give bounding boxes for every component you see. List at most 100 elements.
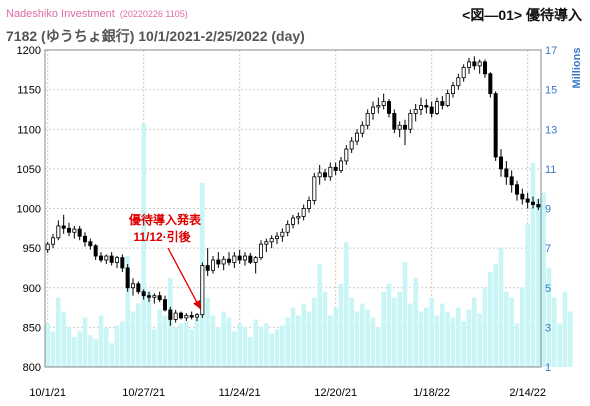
- candle: [429, 101, 434, 118]
- candle-body: [253, 257, 258, 263]
- volume-bar: [386, 283, 392, 367]
- price-tick-label: 900: [23, 283, 41, 295]
- candle-body: [536, 204, 541, 208]
- date-tick-label: 11/24/21: [219, 387, 261, 399]
- candle-body: [104, 255, 109, 261]
- candle: [269, 235, 274, 249]
- candle-body: [67, 227, 72, 233]
- candle-body: [413, 109, 418, 114]
- volume-bar: [424, 307, 429, 367]
- candle: [56, 220, 61, 241]
- candle-body: [418, 105, 423, 110]
- annotation-line-1: 優待導入発表: [128, 212, 202, 227]
- volume-bar: [264, 323, 269, 367]
- candle-body: [45, 243, 50, 251]
- candle: [83, 232, 88, 247]
- candle: [536, 198, 541, 211]
- candle: [328, 162, 333, 181]
- candle-body: [56, 225, 61, 239]
- volume-bar: [61, 311, 66, 367]
- volume-bar: [312, 297, 317, 367]
- volume-bar: [88, 335, 93, 367]
- volume-bar: [392, 297, 397, 367]
- volume-bar: [93, 339, 98, 367]
- volume-tick-label: 9: [545, 204, 551, 216]
- candle-body: [477, 61, 482, 67]
- volume-bar: [77, 331, 82, 367]
- volume-bar: [557, 323, 562, 367]
- candle: [312, 172, 317, 205]
- candle-body: [61, 225, 66, 229]
- candle: [200, 262, 205, 318]
- candle: [493, 91, 498, 161]
- candle: [472, 56, 477, 70]
- volume-bar: [397, 291, 402, 367]
- candle-body: [322, 172, 327, 178]
- date-tick-label: 10/27/21: [122, 387, 165, 399]
- volume-tick-label: 7: [545, 243, 551, 255]
- candle: [418, 97, 423, 115]
- volume-bar: [514, 323, 520, 367]
- candle-body: [456, 77, 461, 87]
- candle-body: [338, 160, 343, 171]
- volume-bar: [258, 327, 264, 367]
- volume-tick-label: 3: [545, 322, 551, 334]
- volume-bar: [541, 192, 546, 367]
- candle-body: [531, 201, 536, 205]
- candle-body: [493, 93, 498, 158]
- candle-body: [344, 148, 349, 162]
- volume-bar: [328, 315, 333, 367]
- candle: [413, 103, 418, 122]
- candle-body: [242, 255, 247, 261]
- candle-body: [520, 193, 525, 200]
- volume-bar: [333, 307, 338, 367]
- price-tick-label: 1000: [17, 204, 41, 216]
- candle-body: [51, 237, 56, 245]
- candle-body: [397, 124, 402, 130]
- candle: [402, 119, 407, 146]
- volume-bar: [232, 331, 237, 367]
- volume-bar: [104, 327, 109, 367]
- candle-body: [248, 255, 253, 263]
- volume-bar: [162, 315, 168, 367]
- volume-axis-title: Millions: [571, 48, 583, 89]
- candle-body: [205, 265, 210, 271]
- candle-body: [296, 216, 301, 219]
- date-tick-label: 10/1/21: [29, 387, 66, 399]
- candle-body: [189, 315, 194, 318]
- candle-body: [498, 156, 503, 170]
- candle-body: [349, 140, 354, 150]
- candle: [109, 252, 114, 266]
- volume-bar: [450, 317, 456, 367]
- candle: [120, 254, 125, 272]
- candle: [280, 228, 285, 242]
- brand-header: Nadeshiko Investment (20220226 1105): [6, 8, 188, 20]
- price-tick-label: 850: [23, 322, 41, 334]
- volume-tick-label: 15: [545, 85, 557, 97]
- candle: [520, 188, 525, 205]
- volume-bar: [546, 267, 552, 367]
- candle-body: [306, 200, 311, 209]
- volume-bar: [536, 198, 541, 367]
- candle: [424, 99, 429, 114]
- volume-bar: [338, 283, 344, 367]
- candle: [173, 309, 178, 323]
- candle-body: [365, 113, 370, 126]
- candle: [115, 256, 120, 268]
- candle: [189, 311, 194, 320]
- candle: [338, 156, 343, 173]
- candle-body: [402, 124, 407, 130]
- candle: [296, 212, 301, 225]
- volume-bars: [45, 123, 573, 368]
- candle-body: [381, 101, 386, 106]
- volume-bar: [360, 303, 365, 367]
- candle-body: [354, 132, 359, 142]
- volume-bar: [280, 325, 285, 367]
- volume-bar: [152, 329, 157, 367]
- candle-body: [162, 299, 167, 311]
- candle: [333, 162, 338, 176]
- volume-bar: [109, 343, 114, 367]
- volume-bar: [290, 307, 296, 367]
- candle: [77, 225, 82, 241]
- volume-tick-label: 11: [545, 164, 556, 176]
